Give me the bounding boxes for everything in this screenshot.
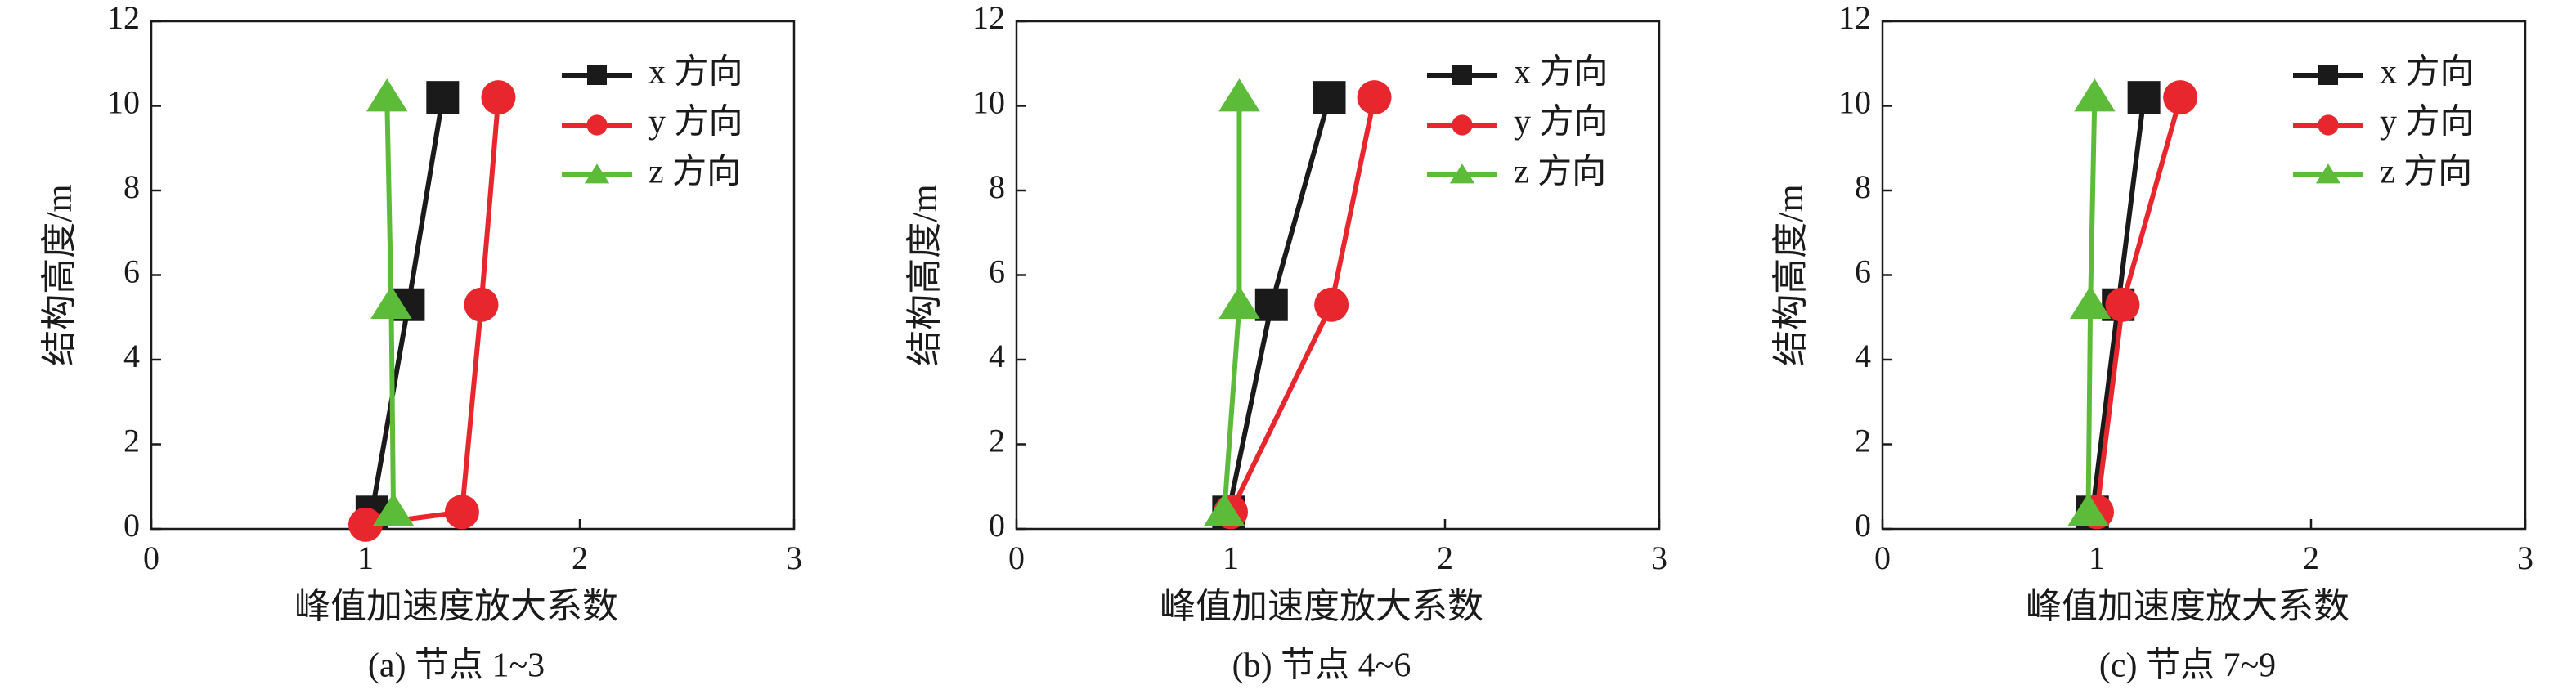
y-tick-label: 2 xyxy=(989,423,1005,459)
x-tick-label: 2 xyxy=(2303,540,2319,576)
marker-circle xyxy=(1452,114,1473,136)
y-tick-label: 4 xyxy=(1855,338,1871,374)
marker-triangle xyxy=(2069,285,2112,319)
y-tick-label: 2 xyxy=(123,423,140,459)
x-tick-label: 3 xyxy=(1651,540,1667,576)
x-tick-label: 2 xyxy=(572,540,588,576)
x-axis-label: 峰值加速度放大系数 xyxy=(1160,586,1483,626)
x-tick-label: 2 xyxy=(1437,540,1453,576)
marker-triangle xyxy=(370,285,412,319)
y-tick-label: 8 xyxy=(123,168,140,205)
marker-triangle xyxy=(1449,163,1475,184)
y-tick-label: 2 xyxy=(1855,423,1871,459)
marker-circle xyxy=(2318,114,2339,136)
x-tick-label: 0 xyxy=(1874,540,1891,576)
y-tick-label: 4 xyxy=(123,338,140,374)
marker-triangle xyxy=(2315,163,2341,184)
marker-circle xyxy=(2163,80,2198,115)
marker-square xyxy=(1452,65,1472,85)
caption: (b) 节点 4~6 xyxy=(1232,647,1411,685)
marker-circle xyxy=(481,80,516,115)
y-tick-label: 12 xyxy=(1838,0,1871,36)
marker-circle xyxy=(444,495,479,530)
x-tick-label: 1 xyxy=(1223,540,1239,576)
legend-label: y 方向 xyxy=(1514,104,1609,141)
marker-triangle xyxy=(2067,493,2109,526)
marker-circle xyxy=(586,114,608,136)
legend-label: x 方向 xyxy=(1514,54,1609,92)
legend-label: x 方向 xyxy=(2380,54,2475,92)
legend-label: x 方向 xyxy=(648,54,743,92)
y-axis-label: 结构高度/m xyxy=(39,184,79,365)
y-tick-label: 10 xyxy=(1838,84,1871,121)
y-axis-label: 结构高度/m xyxy=(904,184,945,365)
legend-label: z 方向 xyxy=(648,154,741,191)
y-tick-label: 4 xyxy=(989,338,1005,374)
y-tick-label: 12 xyxy=(972,0,1005,36)
marker-square xyxy=(2318,65,2338,85)
y-tick-label: 10 xyxy=(107,84,140,121)
y-tick-label: 6 xyxy=(1855,253,1871,290)
x-tick-label: 1 xyxy=(2089,540,2105,576)
marker-circle xyxy=(2105,287,2140,322)
x-tick-label: 0 xyxy=(1008,540,1025,576)
marker-triangle xyxy=(372,493,415,526)
x-axis-label: 峰值加速度放大系数 xyxy=(294,586,618,626)
x-axis-label: 峰值加速度放大系数 xyxy=(2026,586,2349,626)
legend-label: y 方向 xyxy=(648,104,743,141)
y-tick-label: 0 xyxy=(1855,507,1871,544)
y-tick-label: 8 xyxy=(989,168,1005,205)
marker-square xyxy=(1254,288,1288,321)
x-tick-label: 3 xyxy=(2517,540,2533,576)
plot-frame xyxy=(1881,20,2527,531)
series-line xyxy=(1228,96,1377,513)
x-tick-label: 3 xyxy=(786,540,802,576)
y-tick-label: 0 xyxy=(989,507,1005,544)
marker-circle xyxy=(1357,80,1392,115)
marker-triangle xyxy=(1218,78,1260,112)
y-tick-label: 6 xyxy=(123,253,140,290)
legend-label: y 方向 xyxy=(2380,104,2475,141)
marker-circle xyxy=(348,507,383,542)
marker-triangle xyxy=(584,163,610,184)
x-tick-label: 0 xyxy=(143,540,159,576)
marker-triangle xyxy=(2074,78,2116,112)
marker-square xyxy=(426,81,460,114)
caption: (c) 节点 7~9 xyxy=(2099,647,2276,685)
y-tick-label: 10 xyxy=(972,84,1005,121)
legend-label: z 方向 xyxy=(1514,154,1606,191)
series-line xyxy=(365,96,501,527)
y-tick-label: 8 xyxy=(1855,168,1871,205)
y-tick-label: 12 xyxy=(107,0,140,36)
plot-frame xyxy=(150,20,796,531)
x-tick-label: 1 xyxy=(357,540,374,576)
marker-circle xyxy=(1314,287,1349,322)
y-tick-label: 0 xyxy=(123,507,140,544)
legend-label: z 方向 xyxy=(2380,154,2472,191)
caption: (a) 节点 1~3 xyxy=(368,647,545,685)
marker-triangle xyxy=(1203,493,1245,526)
y-axis-label: 结构高度/m xyxy=(1770,184,1811,365)
marker-square xyxy=(587,65,607,85)
y-tick-label: 6 xyxy=(989,253,1005,290)
marker-circle xyxy=(464,287,499,322)
marker-triangle xyxy=(366,78,408,112)
marker-square xyxy=(1313,81,1346,114)
marker-square xyxy=(2127,81,2161,114)
marker-triangle xyxy=(1218,285,1260,319)
